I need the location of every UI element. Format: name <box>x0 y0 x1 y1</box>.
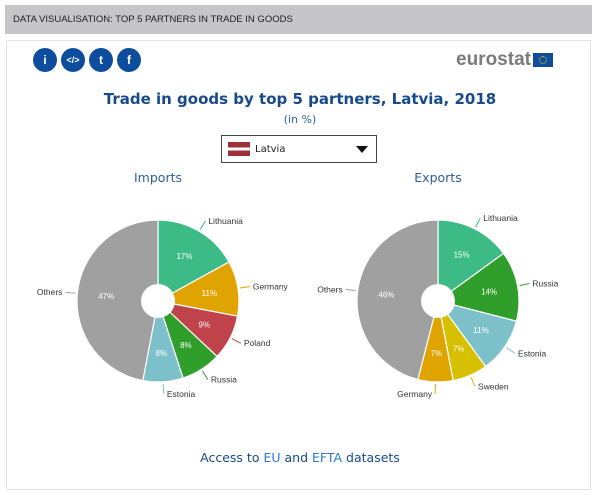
eu-flag-icon <box>532 53 553 67</box>
category-label: Russia <box>211 375 237 385</box>
imports-title: Imports <box>134 170 182 185</box>
connector-line <box>470 376 476 387</box>
footer-suffix: datasets <box>342 450 400 465</box>
connector-line <box>202 370 209 380</box>
data-label: 14% <box>481 287 497 296</box>
country-select-value: Latvia <box>255 143 286 155</box>
chart-title: Trade in goods by top 5 partners, Latvia… <box>103 90 497 108</box>
category-label: Sweden <box>478 381 509 391</box>
footer-text: Access to EU and EFTA datasets <box>0 450 600 465</box>
category-label: Lithuania <box>208 216 243 226</box>
eurostat-logo[interactable]: eurostat <box>456 49 553 71</box>
category-label: Others <box>317 284 343 294</box>
connector-line <box>199 220 206 230</box>
category-label: Russia <box>532 279 558 289</box>
facebook-icon[interactable]: f <box>117 48 141 72</box>
efta-datasets-link[interactable]: EFTA <box>311 450 343 465</box>
connector-line <box>475 217 481 228</box>
connector-line <box>519 283 530 286</box>
twitter-icon[interactable]: t <box>89 48 113 72</box>
category-label: Germany <box>397 389 433 399</box>
connector-line <box>506 347 516 354</box>
data-label: 11% <box>202 289 217 298</box>
pie-slice-others[interactable] <box>356 219 439 381</box>
data-label: 8% <box>180 341 192 350</box>
logo-text: eurostat <box>456 49 531 70</box>
data-label: 17% <box>176 252 192 261</box>
connector-line <box>239 285 250 289</box>
chart-unit: (in %) <box>283 113 317 126</box>
data-label: 47% <box>98 292 114 301</box>
category-label: Lithuania <box>483 213 518 223</box>
category-label: Estonia <box>167 389 196 399</box>
embed-code-icon[interactable]: </> <box>61 48 85 72</box>
connector-line <box>345 288 356 292</box>
chevron-down-icon <box>356 145 368 153</box>
exports-title: Exports <box>414 170 462 185</box>
info-icon[interactable]: i <box>33 48 57 72</box>
page-header: DATA VISUALISATION: TOP 5 PARTNERS IN TR… <box>5 5 592 34</box>
data-label: 9% <box>199 321 211 330</box>
connector-line <box>65 291 76 294</box>
connector-line <box>162 383 165 394</box>
visualisation-panel <box>6 40 591 490</box>
pie-slice-others[interactable] <box>76 219 159 382</box>
data-label: 11% <box>473 326 488 335</box>
footer-prefix: Access to <box>200 450 264 465</box>
data-label: 8% <box>155 349 167 358</box>
pie-slice-lithuania[interactable] <box>157 219 230 303</box>
category-label: Others <box>37 287 63 297</box>
data-label: 15% <box>454 251 470 260</box>
donut-hole <box>421 284 455 318</box>
eu-datasets-link[interactable]: EU <box>263 450 281 465</box>
category-label: Germany <box>253 281 289 291</box>
pie-slice-lithuania[interactable] <box>437 219 505 303</box>
latvia-flag-icon <box>228 142 250 156</box>
data-label: 7% <box>453 345 465 354</box>
footer-mid: and <box>280 450 312 465</box>
country-select[interactable]: Latvia <box>221 135 377 163</box>
donut-hole <box>141 284 175 318</box>
connector-line <box>231 338 242 344</box>
category-label: Estonia <box>518 348 547 358</box>
category-label: Poland <box>244 338 271 348</box>
pie-slice-russia[interactable] <box>436 252 520 322</box>
data-label: 46% <box>378 290 394 299</box>
share-toolbar: i </> t f <box>33 48 141 72</box>
data-label: 7% <box>431 349 443 358</box>
